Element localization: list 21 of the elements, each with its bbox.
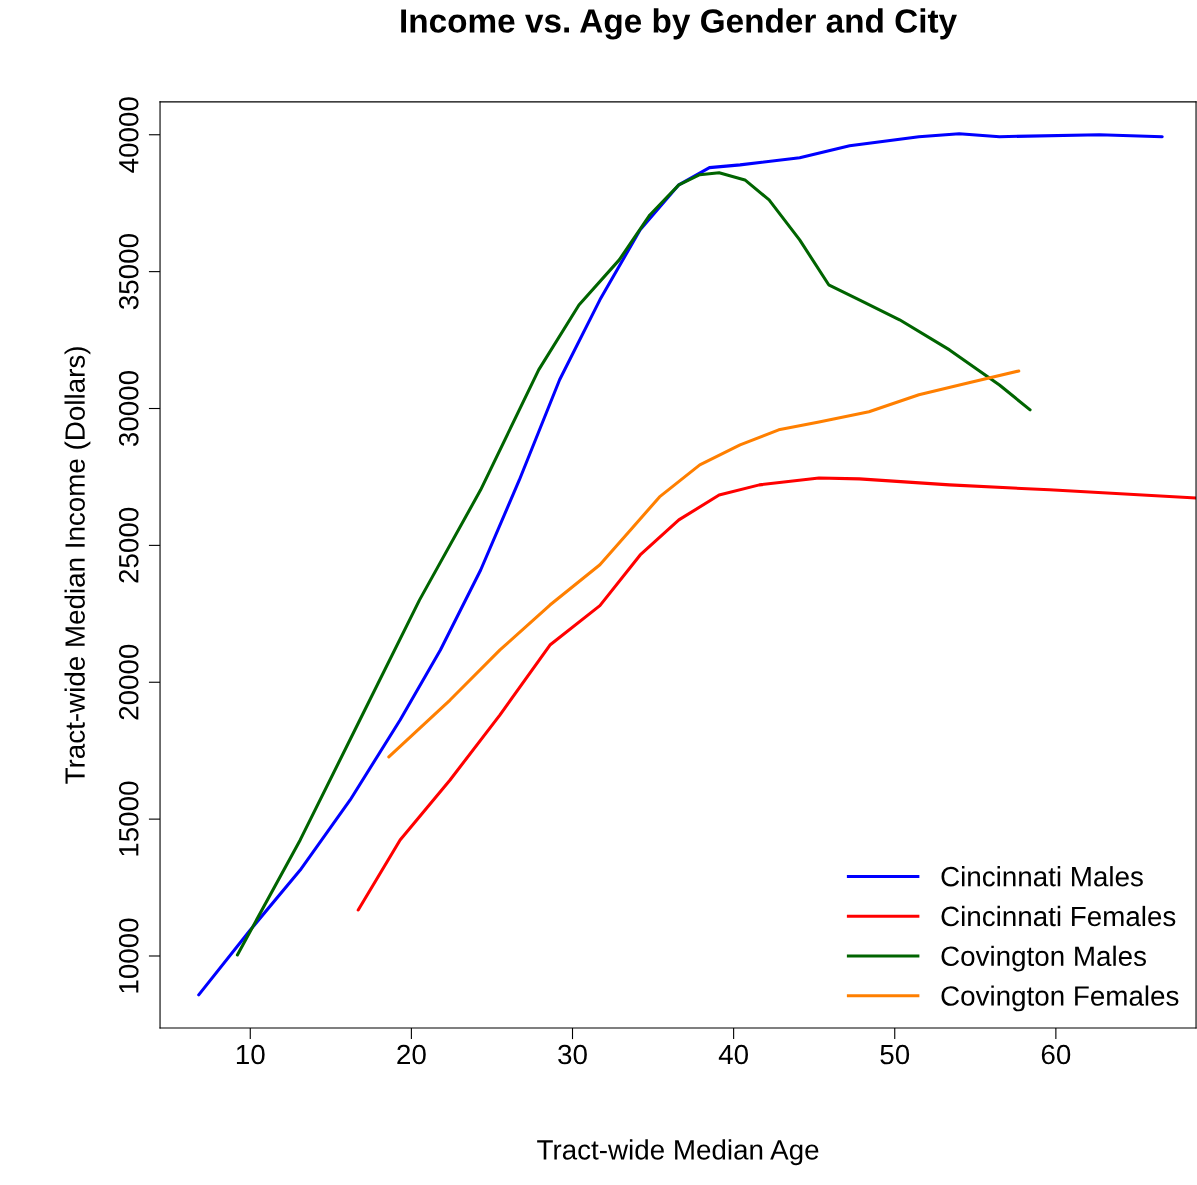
legend-label: Covington Females <box>941 985 1179 1012</box>
x-tick-label: 40 <box>718 1044 748 1065</box>
x-tick-label: 50 <box>880 1044 910 1065</box>
legend-label: Cincinnati Males <box>941 866 1143 887</box>
x-axis-title: Tract-wide Median Age <box>537 1139 819 1166</box>
x-tick-label: 20 <box>397 1044 426 1065</box>
line-series <box>387 369 1021 759</box>
legend-label: Cincinnati Females <box>941 905 1176 927</box>
y-tick-label: 20000 <box>118 644 139 720</box>
x-tick-label: 10 <box>236 1044 265 1065</box>
y-tick-label: 25000 <box>118 507 139 583</box>
x-tick-label: 30 <box>558 1044 587 1065</box>
y-tick-label: 10000 <box>118 918 139 993</box>
y-tick-label: 40000 <box>118 97 139 173</box>
y-tick-label: 15000 <box>118 781 139 856</box>
y-tick-label: 35000 <box>118 234 139 310</box>
x-tick-label: 60 <box>1041 1044 1071 1065</box>
y-axis-title: Tract-wide Median Income (Dollars) <box>64 347 91 784</box>
chart-title: Income vs. Age by Gender and City <box>401 8 957 40</box>
legend-label: Covington Males <box>941 945 1146 972</box>
y-tick-label: 30000 <box>118 370 139 447</box>
